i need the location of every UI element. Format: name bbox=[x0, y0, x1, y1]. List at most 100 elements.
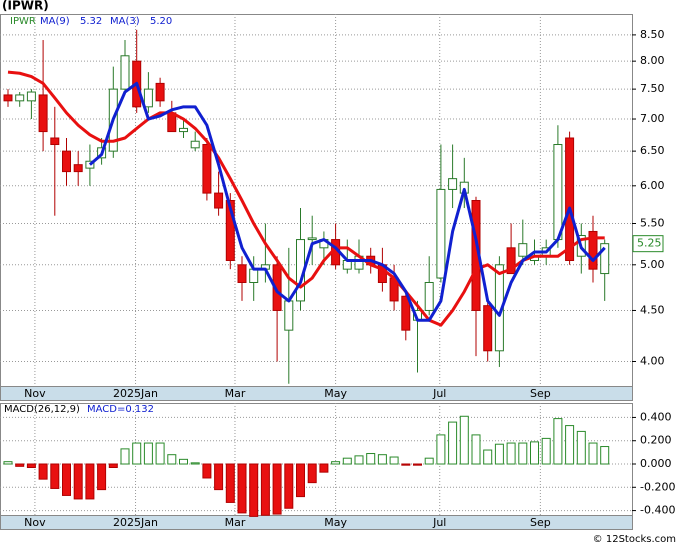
candle-body bbox=[284, 300, 294, 331]
candle-body bbox=[85, 160, 95, 169]
candle-body bbox=[225, 199, 235, 261]
price-panel bbox=[0, 14, 633, 387]
macd-bar bbox=[296, 463, 305, 498]
legend-name: MA(3) bbox=[110, 16, 140, 27]
footer: © 12Stocks.com bbox=[593, 534, 676, 545]
x-axis-strip bbox=[0, 386, 633, 401]
candle-body bbox=[483, 305, 493, 352]
macd-bar bbox=[214, 463, 224, 491]
y-tick-label: 6.00 bbox=[640, 179, 665, 192]
candle-body bbox=[73, 164, 83, 173]
y-tick-label: 0.200 bbox=[640, 434, 672, 447]
macd-bar bbox=[97, 463, 107, 491]
candle-body bbox=[272, 264, 282, 311]
x-tick-label: Mar bbox=[225, 516, 246, 529]
macd-bar bbox=[576, 430, 586, 465]
macd-bar bbox=[284, 463, 294, 509]
y-tick-label: 0.000 bbox=[640, 457, 672, 470]
x-tick-label: Jul bbox=[432, 387, 446, 400]
x-tick-label: May bbox=[324, 516, 347, 529]
macd-bar bbox=[38, 463, 48, 480]
macd-bar bbox=[530, 441, 539, 465]
candle-body bbox=[565, 137, 575, 261]
macd-bar bbox=[319, 463, 329, 473]
macd-bar bbox=[179, 458, 188, 465]
macd-bar bbox=[3, 461, 13, 465]
candle-body bbox=[401, 295, 411, 331]
candle-body bbox=[3, 94, 13, 102]
macd-bar bbox=[354, 455, 364, 465]
candle-body bbox=[307, 237, 317, 241]
macd-bar bbox=[73, 463, 83, 500]
macd-bar bbox=[471, 434, 481, 465]
macd-bar bbox=[389, 456, 399, 465]
macd-bar bbox=[120, 448, 130, 465]
macd-bar bbox=[237, 463, 247, 514]
macd-bar bbox=[565, 425, 575, 465]
macd-bar bbox=[143, 442, 153, 465]
macd-bar bbox=[366, 453, 376, 465]
macd-bar bbox=[260, 463, 270, 516]
x-axis-strip bbox=[0, 515, 633, 530]
macd-bar bbox=[15, 463, 25, 467]
macd-bar bbox=[424, 457, 434, 465]
ma-line bbox=[88, 81, 606, 322]
candle-body bbox=[62, 150, 71, 173]
macd-bar bbox=[588, 442, 598, 465]
macd-bar bbox=[459, 415, 469, 465]
macd-bar bbox=[26, 463, 36, 468]
legend-name: MA(9) bbox=[40, 16, 70, 27]
macd-bar bbox=[202, 463, 212, 479]
candle-body bbox=[448, 178, 458, 190]
macd-bar bbox=[553, 418, 563, 465]
macd-bar bbox=[448, 421, 458, 465]
macd-bar bbox=[62, 463, 71, 496]
chart-title: (IPWR) bbox=[2, 0, 49, 13]
macd-bar bbox=[506, 442, 516, 465]
macd-bar bbox=[518, 442, 528, 465]
candle-body bbox=[424, 281, 434, 311]
candle-body bbox=[249, 268, 259, 283]
y-tick-label: -0.200 bbox=[640, 480, 675, 493]
x-tick-label: Jul bbox=[432, 516, 446, 529]
y-tick-label: 5.00 bbox=[640, 258, 665, 271]
macd-bar bbox=[155, 442, 165, 465]
candle-body bbox=[120, 55, 130, 90]
candle-body bbox=[179, 127, 188, 133]
macd-bar bbox=[225, 463, 235, 503]
y-tick-label: 4.00 bbox=[640, 354, 665, 367]
macd-bar bbox=[600, 446, 610, 465]
candle-body bbox=[588, 230, 598, 270]
macd-bar bbox=[50, 463, 60, 489]
candle-body bbox=[237, 264, 247, 283]
macd-bar bbox=[108, 463, 118, 468]
candle-body bbox=[190, 140, 200, 149]
macd-bar bbox=[377, 454, 387, 465]
macd-bar bbox=[494, 443, 504, 465]
legend-symbol: IPWR bbox=[10, 16, 36, 27]
y-tick-label: 0.400 bbox=[640, 410, 672, 423]
y-tick-label: 7.50 bbox=[640, 82, 665, 95]
macd-bar bbox=[483, 449, 493, 465]
macd-bar bbox=[331, 461, 341, 465]
candle-body bbox=[214, 192, 224, 209]
macd-bar bbox=[436, 434, 446, 465]
macd-bar bbox=[307, 463, 317, 484]
macd-bar bbox=[167, 454, 177, 465]
candle-body bbox=[553, 144, 563, 241]
candle-body bbox=[143, 88, 153, 108]
macd-value: MACD=0.132 bbox=[87, 404, 154, 415]
macd-bar bbox=[85, 463, 95, 500]
candle-body bbox=[600, 243, 610, 275]
legend-value: 5.20 bbox=[150, 16, 172, 27]
x-tick-label: Sep bbox=[530, 516, 551, 529]
y-tick-label: 6.50 bbox=[640, 144, 665, 157]
candle-body bbox=[202, 144, 212, 194]
legend-value: 5.32 bbox=[80, 16, 102, 27]
macd-bar bbox=[132, 442, 142, 465]
y-tick-label: 8.00 bbox=[640, 54, 665, 67]
macd-bar bbox=[401, 463, 411, 466]
y-tick-label: 8.50 bbox=[640, 28, 665, 41]
macd-bar bbox=[249, 463, 259, 517]
